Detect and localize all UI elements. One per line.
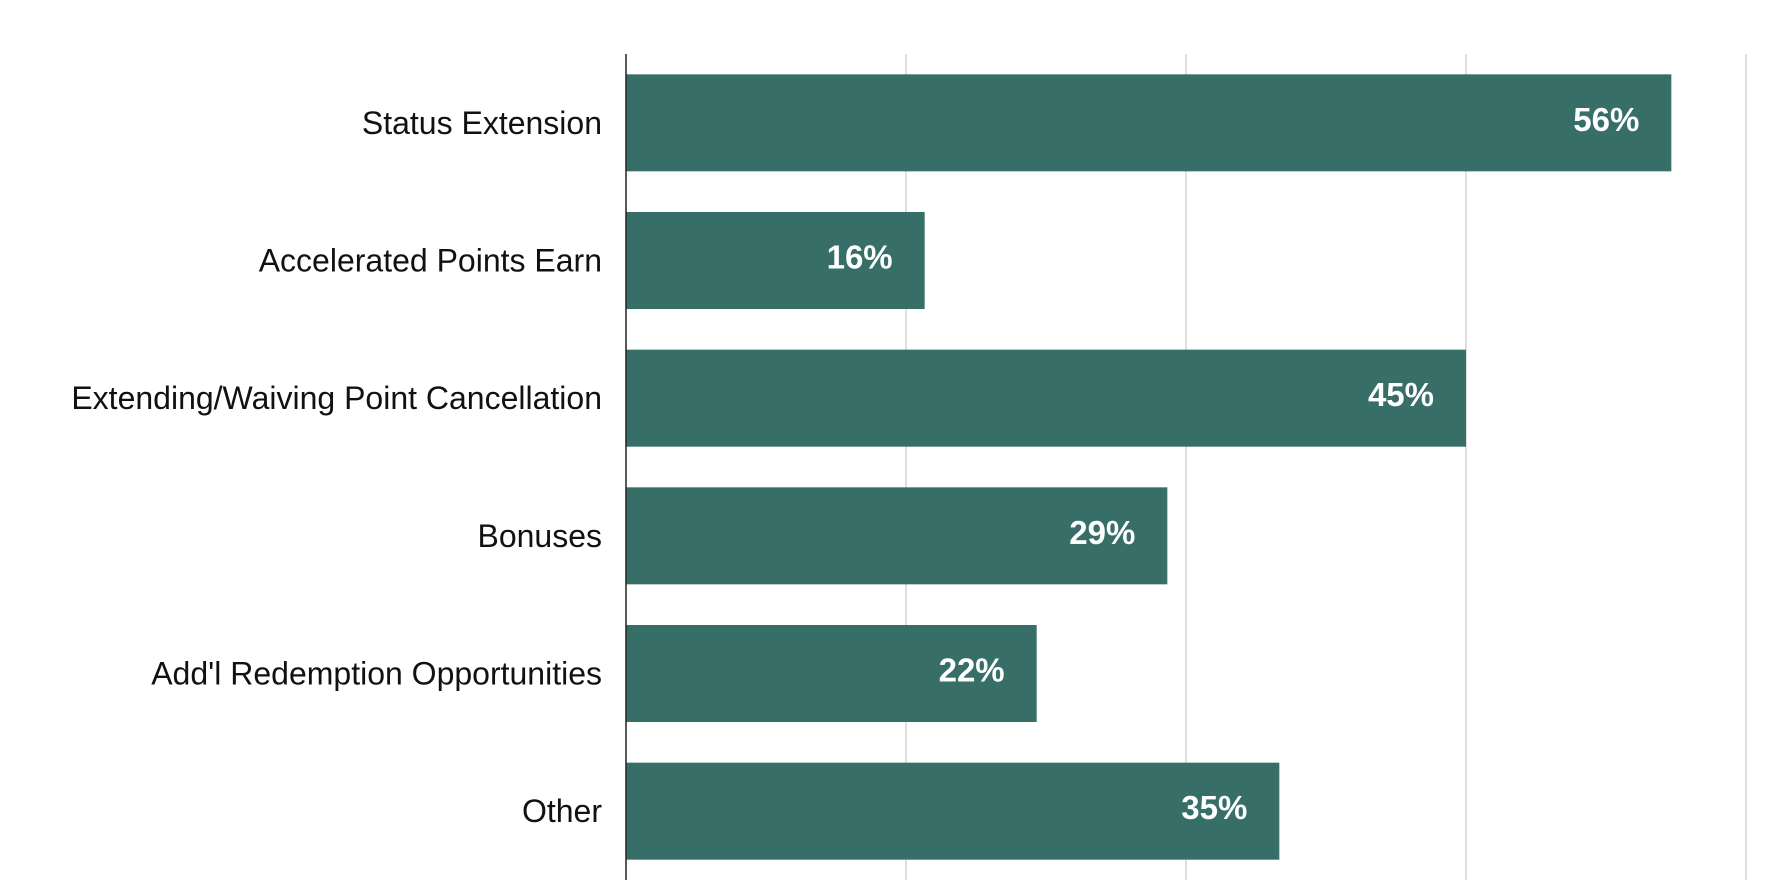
data-label: 22% [939,652,1005,689]
data-labels: 56% 16% 45% 29% 22% 35% [827,101,1640,826]
category-label: Add'l Redemption Opportunities [151,656,602,692]
bar-2 [626,212,925,309]
category-label: Accelerated Points Earn [259,243,602,279]
data-label: 56% [1573,101,1639,138]
data-label: 29% [1069,514,1135,551]
data-label: 16% [827,239,893,276]
category-labels: Status Extension Accelerated Points Earn E… [71,105,602,829]
data-label: 35% [1181,789,1247,826]
bar-6 [626,762,1280,860]
category-label: Other [522,793,602,829]
bars [626,74,1672,860]
bar-5 [626,625,1037,722]
gridlines [905,54,1747,880]
bar-3 [626,349,1466,447]
bar-4 [626,487,1168,585]
category-label: Bonuses [477,518,602,554]
category-label: Extending/Waiving Point Cancellation [71,380,602,416]
category-label: Status Extension [362,105,602,141]
bar-1 [626,74,1672,172]
data-label: 45% [1368,376,1434,413]
